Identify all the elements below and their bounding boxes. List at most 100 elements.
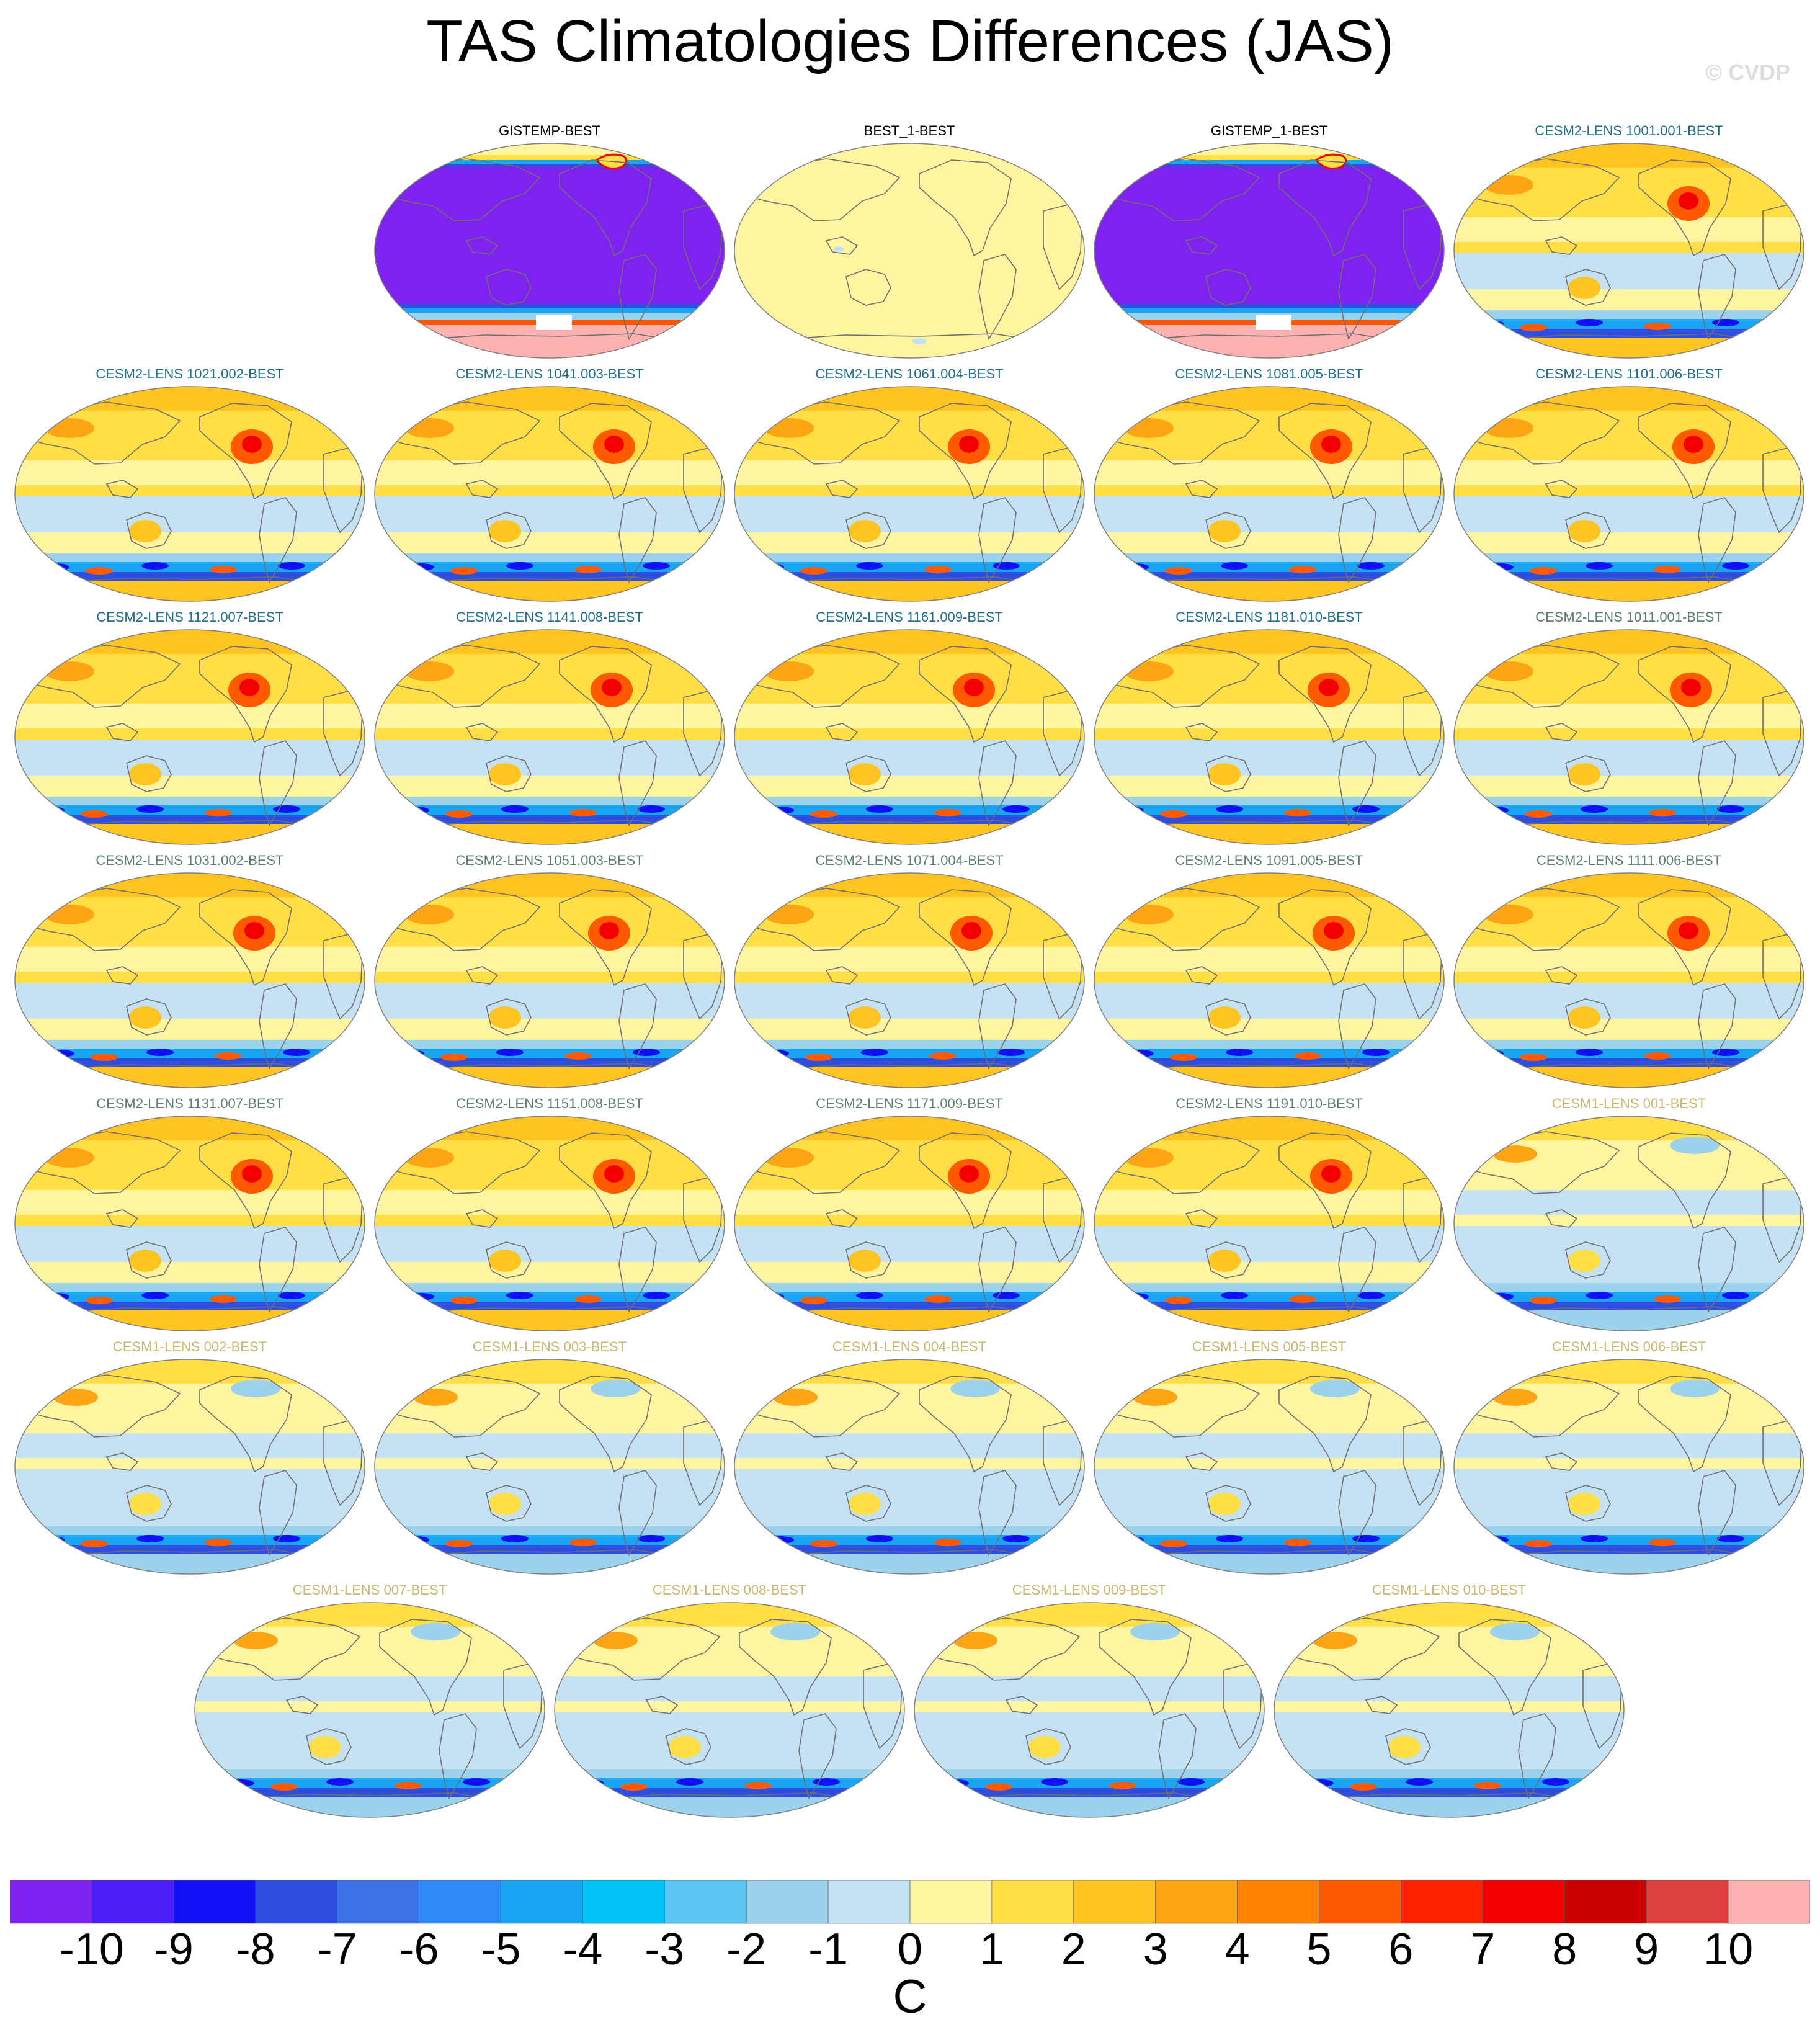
maritime-continent-land bbox=[825, 1452, 859, 1471]
globe-map bbox=[554, 1602, 905, 1818]
southern-ocean-anomaly bbox=[1486, 563, 1514, 571]
globe-map bbox=[914, 1602, 1265, 1818]
australia-anomaly bbox=[129, 520, 161, 542]
southern-ocean-anomaly bbox=[445, 1540, 473, 1547]
southern-ocean-anomaly bbox=[805, 1054, 832, 1061]
maritime-continent-land bbox=[825, 1209, 859, 1228]
southern-mid-band bbox=[734, 532, 1084, 553]
maritime-continent-land bbox=[285, 1696, 319, 1714]
southern-ocean-band bbox=[1454, 1283, 1804, 1292]
southern-mid-band bbox=[734, 1262, 1084, 1283]
northern-high-lat-band bbox=[734, 630, 1084, 654]
australia-land bbox=[1565, 1485, 1611, 1522]
northern-high-lat-band bbox=[1094, 1359, 1444, 1384]
colorbar-tick-label: 9 bbox=[1634, 1925, 1659, 1967]
colorbar-tick-label: -9 bbox=[154, 1925, 194, 1967]
southern-ocean-anomaly bbox=[1586, 1292, 1613, 1299]
asia-land bbox=[745, 888, 901, 951]
map-border bbox=[1094, 1359, 1445, 1575]
map-panel: CESM2-LENS 1041.003-BEST bbox=[373, 366, 726, 603]
southern-ocean-anomaly bbox=[1117, 1536, 1144, 1544]
maritime-continent-land bbox=[1545, 1209, 1578, 1228]
maritime-continent-land bbox=[1545, 1452, 1578, 1471]
australia-land bbox=[1565, 1241, 1611, 1279]
south-america-land bbox=[439, 1713, 477, 1800]
panel-title: CESM2-LENS 1181.010-BEST bbox=[1175, 609, 1363, 625]
north-america-hot-core bbox=[964, 679, 984, 696]
northern-high-lat-band bbox=[15, 1116, 365, 1140]
tropical-cool-band bbox=[734, 947, 1084, 972]
north-america-land bbox=[559, 1132, 652, 1230]
northern-high-lat-band bbox=[15, 630, 365, 654]
maritime-continent-land bbox=[1185, 723, 1218, 741]
south-america-land bbox=[798, 1713, 837, 1800]
southern-ocean-anomaly bbox=[283, 1049, 310, 1056]
asia-land bbox=[385, 1131, 541, 1194]
north-america-land bbox=[1638, 403, 1731, 500]
southern-ocean-anomaly bbox=[445, 810, 473, 818]
small-cool-patch bbox=[912, 338, 927, 344]
southern-ocean-band bbox=[375, 553, 725, 562]
panel-title: BEST_1-BEST bbox=[863, 123, 955, 138]
north-america-hot-core bbox=[242, 436, 262, 453]
maritime-continent-land bbox=[1185, 1209, 1218, 1228]
panel-title: CESM2-LENS 1071.004-BEST bbox=[815, 852, 1004, 868]
australia-anomaly bbox=[129, 1006, 161, 1029]
southern-ocean-anomaly bbox=[1717, 805, 1744, 813]
northern-high-lat-band bbox=[1454, 873, 1804, 897]
southern-ocean-anomaly bbox=[1530, 567, 1557, 575]
australia-land bbox=[845, 1485, 891, 1522]
north-america-land bbox=[1638, 159, 1731, 257]
southern-ocean-anomaly bbox=[136, 805, 164, 813]
southern-ocean-anomaly bbox=[638, 805, 665, 813]
southern-ocean-anomaly bbox=[997, 1049, 1025, 1056]
southern-mid-band bbox=[1454, 776, 1804, 797]
southern-ocean-anomaly bbox=[866, 805, 893, 813]
south-america-land bbox=[978, 740, 1017, 827]
colorbar-swatch bbox=[255, 1880, 337, 1924]
map-border bbox=[1274, 1602, 1625, 1818]
north-america-land bbox=[199, 889, 292, 986]
southern-ocean-anomaly bbox=[643, 1292, 670, 1299]
southern-ocean-anomaly bbox=[450, 567, 478, 575]
south-america-land bbox=[259, 740, 297, 827]
australia-anomaly bbox=[849, 1250, 881, 1272]
southern-ocean-anomaly bbox=[676, 1778, 703, 1786]
australia-land bbox=[1385, 1728, 1431, 1765]
map-panel: CESM2-LENS 1011.001-BEST bbox=[1453, 609, 1805, 846]
northern-high-lat-band bbox=[734, 387, 1084, 411]
southern-mid-band bbox=[1454, 1262, 1804, 1283]
tropical-cool-band bbox=[15, 947, 365, 972]
southern-edge-band bbox=[375, 304, 725, 308]
panel-title: CESM2-LENS 1011.001-BEST bbox=[1535, 609, 1723, 625]
southern-ocean-anomaly bbox=[1581, 1535, 1608, 1542]
southern-ocean-anomaly bbox=[1216, 805, 1243, 813]
north-america-land bbox=[1638, 646, 1731, 743]
southern-ocean-anomaly bbox=[924, 1295, 952, 1303]
northern-high-lat-band bbox=[375, 873, 725, 897]
southern-ocean-anomaly bbox=[506, 1292, 533, 1299]
northern-high-lat-band bbox=[555, 1603, 904, 1627]
equatorial-band bbox=[1454, 242, 1804, 253]
northern-high-lat-band bbox=[1454, 1116, 1804, 1140]
field-background bbox=[734, 143, 1084, 358]
antarctic-band bbox=[1094, 1310, 1444, 1331]
southern-ocean-band bbox=[375, 797, 725, 805]
globe-map bbox=[14, 1359, 365, 1575]
map-border bbox=[914, 1602, 1265, 1818]
equatorial-band bbox=[375, 1215, 725, 1226]
asia-warm-anomaly bbox=[1133, 1389, 1177, 1406]
australia-land bbox=[845, 998, 891, 1036]
australia-anomaly bbox=[849, 1493, 881, 1515]
southern-ocean-anomaly bbox=[1216, 1535, 1243, 1542]
maritime-continent-land bbox=[465, 480, 499, 498]
colorbar-swatch bbox=[173, 1880, 256, 1924]
equatorial-band bbox=[15, 1458, 365, 1469]
australia-anomaly bbox=[1028, 1736, 1061, 1758]
colorbar-swatch bbox=[1073, 1880, 1156, 1924]
arctic-cool-anomaly bbox=[1670, 1137, 1720, 1154]
asia-land bbox=[1465, 158, 1620, 221]
arctic-cool-anomaly bbox=[1310, 1380, 1360, 1397]
maritime-continent-land bbox=[1185, 966, 1218, 985]
asia-warm-anomaly bbox=[53, 1389, 98, 1406]
